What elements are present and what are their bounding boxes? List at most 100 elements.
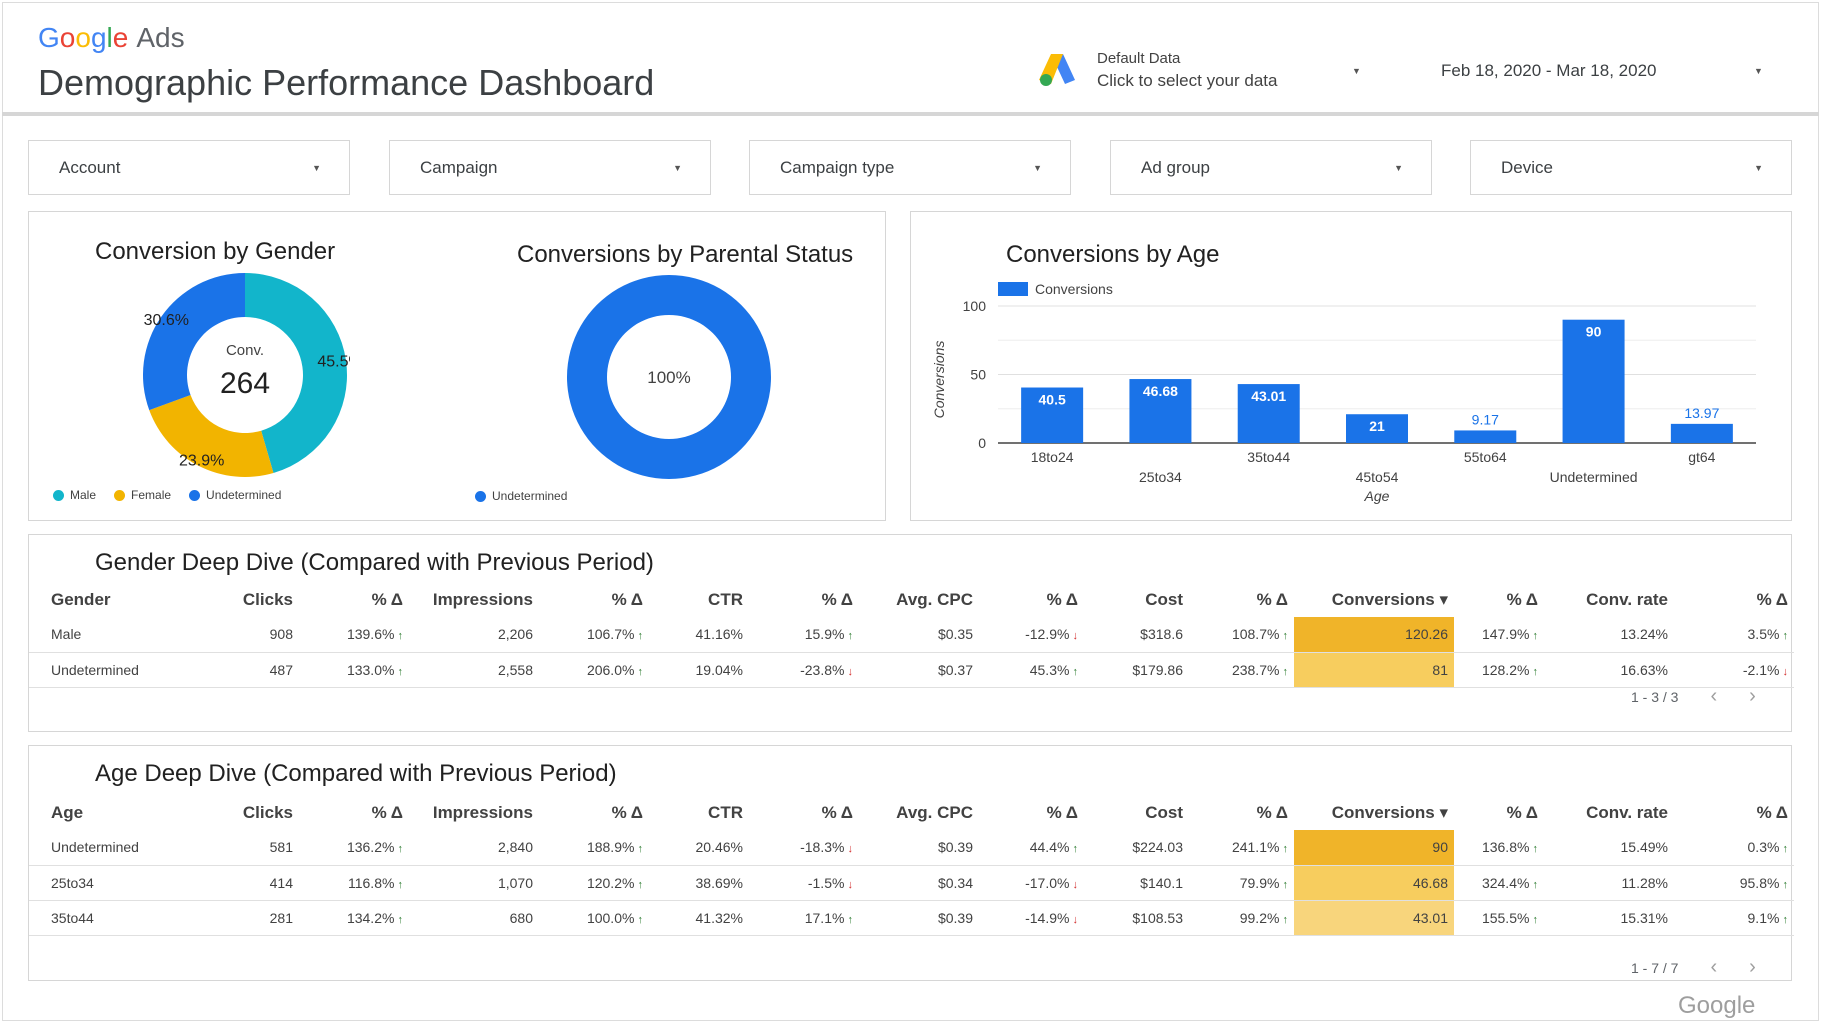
donut-slice-undetermined[interactable] [566, 275, 771, 479]
table-cell: 324.4% ↑ [1454, 865, 1544, 901]
table-cell: 41.16% [649, 617, 749, 653]
data-source-caret-icon[interactable]: ▼ [1352, 66, 1361, 76]
filter-campaign[interactable]: Campaign ▼ [389, 140, 711, 195]
filter-ad-group[interactable]: Ad group ▼ [1110, 140, 1432, 195]
cell-value: 188.9% [586, 839, 635, 856]
column-header[interactable]: % Δ [611, 590, 643, 609]
column-header[interactable]: % Δ [1756, 803, 1788, 822]
column-header[interactable]: % Δ [821, 803, 853, 822]
column-header[interactable]: Impressions [432, 590, 533, 609]
google-footer-logo: Google [1678, 992, 1756, 1019]
data-label: 46.68 [1143, 383, 1178, 399]
filter-account[interactable]: Account ▼ [28, 140, 350, 195]
filter-campaign-type[interactable]: Campaign type ▼ [749, 140, 1071, 195]
bar-18to24[interactable] [1021, 387, 1084, 443]
column-header[interactable]: % Δ [1256, 590, 1288, 609]
parental-donut-chart[interactable]: 100% [564, 272, 774, 482]
table-cell: 95.8% ↑ [1674, 865, 1794, 901]
gender-donut-chart[interactable]: 45.5% 23.9% 30.6% Conv. 264 [140, 270, 350, 480]
filter-device[interactable]: Device ▼ [1470, 140, 1792, 195]
chevron-right-icon[interactable]: › [1749, 685, 1756, 707]
cell-value: 90 [1432, 839, 1448, 856]
cell-value: $224.03 [1132, 839, 1183, 856]
bar-45to54[interactable] [1346, 414, 1408, 443]
column-header[interactable]: Clicks [242, 590, 293, 609]
table-row[interactable]: Male 908 139.6% ↑ 2,206 106.7% ↑ 41.16% 15.9% … [29, 617, 1794, 653]
legend-item-undetermined[interactable]: Undetermined [189, 488, 281, 502]
column-header[interactable]: CTR [708, 590, 743, 609]
cell-value: 680 [509, 909, 533, 926]
column-header[interactable]: % Δ [611, 803, 643, 822]
legend-label: Undetermined [492, 489, 568, 503]
cell-value: $108.53 [1132, 909, 1183, 926]
chevron-left-icon[interactable]: ‹ [1710, 685, 1718, 707]
column-header[interactable]: Avg. CPC [896, 590, 973, 609]
column-header[interactable]: Cost [1145, 590, 1183, 609]
table-cell: 20.46% [649, 830, 749, 866]
column-header[interactable]: Conversions ▾ [1331, 590, 1448, 609]
column-header[interactable]: % Δ [371, 590, 403, 609]
chevron-left-icon[interactable]: ‹ [1710, 956, 1718, 978]
column-header[interactable]: Gender [51, 590, 111, 609]
column-header[interactable]: Conv. rate [1586, 590, 1668, 609]
legend-item-female[interactable]: Female [114, 488, 171, 502]
cell-value: 45.3% [1029, 661, 1070, 678]
column-header[interactable]: CTR [708, 803, 743, 822]
date-range-caret-icon[interactable]: ▼ [1754, 66, 1763, 76]
legend-item-male[interactable]: Male [53, 488, 96, 502]
y-axis-label: Conversions [931, 341, 947, 419]
table-cell: 2,558 [409, 652, 539, 688]
table-row[interactable]: Undetermined 487 133.0% ↑ 2,558 206.0% ↑ 19.0… [29, 652, 1794, 688]
age-bar-chart[interactable]: Conversions 0 50 100 Conversions 40.5 18to24 46… [911, 272, 1791, 520]
column-header[interactable]: Impressions [432, 803, 533, 822]
column-header[interactable]: Age [51, 803, 84, 822]
cell-value: 128.2% [1481, 661, 1530, 678]
column-header[interactable]: % Δ [371, 803, 403, 822]
donut-slice-female[interactable] [149, 394, 274, 477]
table-row[interactable]: 25to34 414 116.8% ↑ 1,070 120.2% ↑ 38.69% -1.5… [29, 865, 1794, 901]
arrow-up-icon: ↑ [844, 913, 853, 926]
table-cell: $0.37 [859, 652, 979, 688]
date-range-picker[interactable]: Feb 18, 2020 - Mar 18, 2020 [1441, 61, 1657, 80]
data-source-selector[interactable]: Default Data Click to select your data [1097, 50, 1277, 91]
donut-slice-undetermined[interactable] [142, 273, 245, 411]
bar-undetermined[interactable] [1562, 319, 1625, 443]
bar-gt64[interactable] [1670, 423, 1733, 443]
cell-value: 2,558 [497, 661, 533, 678]
bar-25to34[interactable] [1129, 379, 1192, 443]
column-header[interactable]: Clicks [242, 803, 293, 822]
column-header[interactable]: % Δ [1256, 803, 1288, 822]
cell-value: 133.0% [346, 661, 395, 678]
table-cell: 133.0% ↑ [299, 652, 409, 688]
column-header[interactable]: % Δ [1506, 590, 1538, 609]
cell-value: 241.1% [1231, 839, 1280, 856]
column-header[interactable]: % Δ [1756, 590, 1788, 609]
cell-value: 206.0% [586, 661, 635, 678]
column-header[interactable]: Conversions ▾ [1331, 803, 1448, 822]
bar-55to64[interactable] [1454, 430, 1517, 443]
legend-item-undetermined[interactable]: Undetermined [475, 489, 567, 503]
column-header[interactable]: Conv. rate [1586, 803, 1668, 822]
column-header[interactable]: Cost [1145, 803, 1183, 822]
chevron-right-icon[interactable]: › [1749, 956, 1756, 978]
table-cell: $318.6 [1084, 617, 1189, 653]
table-row[interactable]: Undetermined 581 136.2% ↑ 2,840 188.9% ↑ 20.4… [29, 830, 1794, 866]
table-cell: $0.39 [859, 900, 979, 936]
cell-value: $0.35 [937, 626, 973, 643]
column-header[interactable]: % Δ [1046, 590, 1078, 609]
donut-slice-male[interactable] [245, 273, 347, 473]
column-header[interactable]: % Δ [821, 590, 853, 609]
table-cell: 155.5% ↑ [1454, 900, 1544, 936]
legend-label: Male [70, 488, 97, 502]
column-header[interactable]: % Δ [1046, 803, 1078, 822]
column-header[interactable]: Avg. CPC [896, 803, 973, 822]
table-row[interactable]: 35to44 281 134.2% ↑ 680 100.0% ↑ 41.32% 17.1% … [29, 900, 1794, 936]
column-header[interactable]: % Δ [1506, 803, 1538, 822]
table-cell: 13.24% [1544, 617, 1674, 653]
table-cell: 0.3% ↑ [1674, 830, 1794, 866]
arrow-up-icon: ↑ [1279, 843, 1288, 856]
bar-35to44[interactable] [1237, 384, 1300, 443]
table-cell: 136.2% ↑ [299, 830, 409, 866]
arrow-up-icon: ↑ [1279, 913, 1288, 926]
cell-value: 120.26 [1405, 626, 1448, 643]
